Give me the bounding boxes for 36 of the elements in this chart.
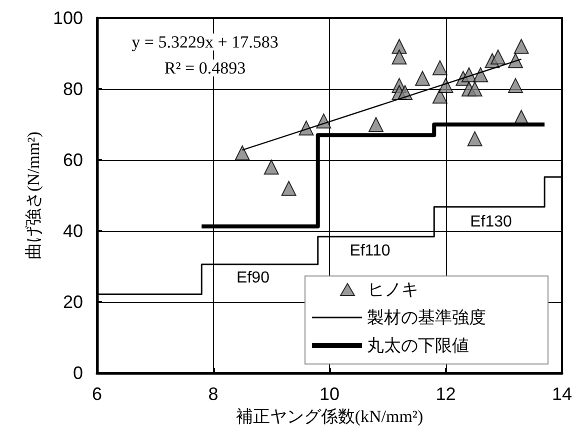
y-tick-label: 20 — [62, 292, 83, 312]
legend-label: 製材の基準強度 — [367, 308, 486, 327]
point — [392, 50, 407, 65]
annotation: Ef130 — [470, 214, 512, 230]
point — [467, 82, 482, 96]
annotation: R² = 0.4893 — [164, 58, 246, 78]
point — [415, 70, 430, 86]
point — [508, 78, 523, 93]
y-tick-label: 100 — [52, 8, 83, 28]
x-tick-label: 8 — [208, 384, 218, 404]
point — [432, 88, 448, 104]
y-tick-label: 60 — [62, 150, 83, 170]
x-tick-label: 12 — [436, 384, 456, 404]
point — [438, 78, 454, 93]
x-tick-label: 14 — [552, 384, 572, 404]
y-axis-title: 曲げ強さ(N/mm²) — [24, 132, 44, 260]
annotation: Ef90 — [236, 270, 270, 286]
point — [432, 60, 448, 76]
annotation: y = 5.3229x + 17.583 — [132, 32, 278, 52]
x-tick-label: 6 — [92, 384, 102, 404]
point — [467, 131, 482, 146]
point — [490, 50, 506, 65]
legend-label: 丸太の下限値 — [367, 336, 469, 355]
point — [473, 67, 488, 82]
y-tick-label: 40 — [62, 221, 83, 241]
point — [234, 145, 250, 160]
point — [368, 117, 384, 132]
x-tick-label: 10 — [319, 384, 340, 404]
point — [281, 180, 296, 196]
y-tick-label: 80 — [62, 79, 83, 99]
point — [264, 160, 279, 175]
point — [514, 38, 529, 54]
annotation: Ef110 — [350, 242, 390, 260]
x-axis-title: 補正ヤング係数(kN/mm²) — [236, 406, 424, 426]
y-tick-label: 0 — [72, 363, 83, 383]
legend-label: ヒノキ — [368, 280, 418, 299]
